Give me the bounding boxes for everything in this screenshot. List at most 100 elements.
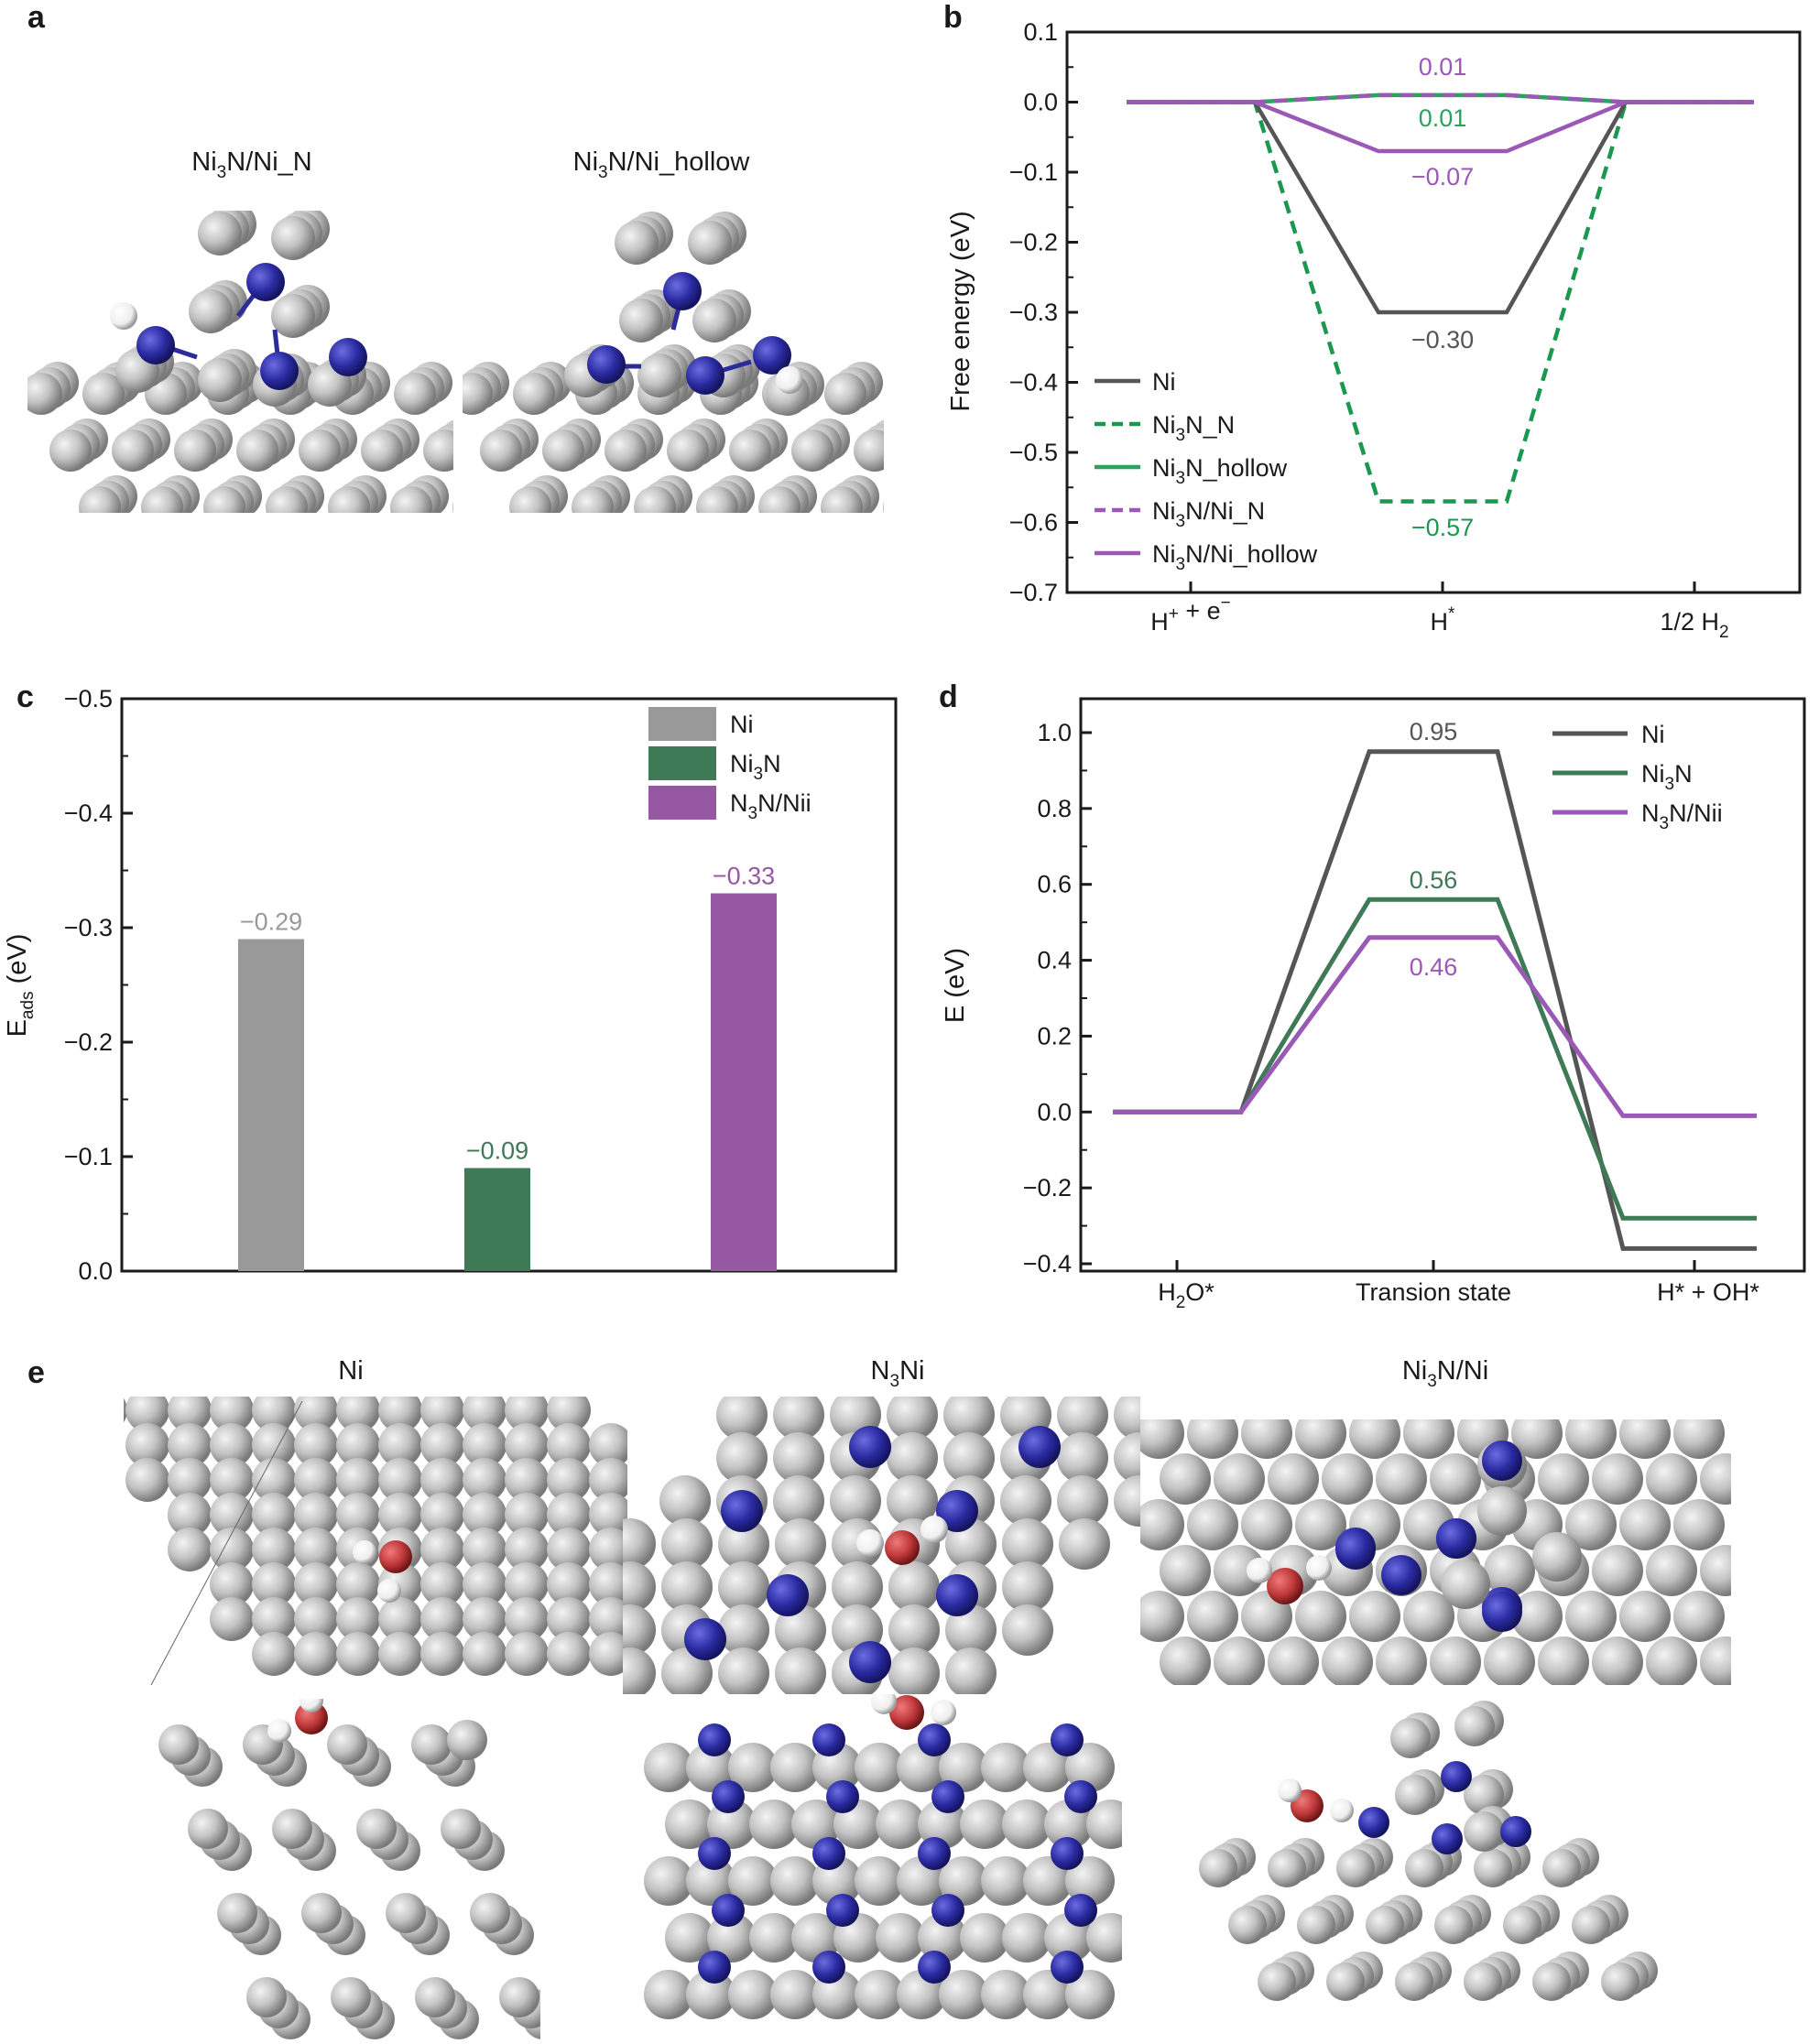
ni-atom [547,1493,591,1537]
ni-atom [791,1913,841,1962]
ni-atom [447,1720,487,1760]
ni-atom [513,373,555,415]
chart-c-legend-label: N3N/Nii [730,789,811,823]
ni-atom [168,1458,212,1502]
n-atom [1018,1426,1061,1468]
ni-atom [661,1561,713,1613]
n-atom [812,1951,845,1984]
water-dissociation-chart: 1.0 0.8 0.6 0.4 0.2 0.0 −0.2 −0.4 H2O* Transion … [941,697,1806,1312]
ni-atom [336,1562,380,1606]
ni-atom [943,1397,995,1441]
n-atom [1051,1951,1084,1984]
ni-top-view [124,1397,627,1685]
n-atom [812,1837,845,1870]
n-atom [812,1723,845,1756]
ni-atom [390,486,432,513]
ni-atom [619,299,663,342]
ni-atom [420,1632,464,1676]
ni-atom [1464,1775,1504,1815]
ni-atom [378,1632,422,1676]
panel-e-title-ni3n-ni: Ni3N/Ni [1402,1356,1488,1391]
ni-atom [960,1913,1009,1962]
n-atom [587,345,626,384]
ni-atom [378,1458,422,1502]
ni-atom [415,1977,455,2017]
ni-atom [210,1562,254,1606]
ni-atom [1326,1962,1365,2001]
chart-b-legend-label: Ni3N_hollow [1152,454,1288,488]
ni-atom [1477,1486,1527,1536]
chart-c-legend-swatch [648,707,716,741]
ni-atom [1057,1432,1108,1484]
ni-atom [336,1493,380,1537]
ni-atom [572,486,614,513]
ni-atom [547,1397,591,1432]
ni-atom [1673,1419,1725,1459]
chart-b-line-ni3n-ni-hollow [1127,100,1754,154]
n-atom [1051,1837,1084,1870]
chart-d-y-ticks: 1.0 0.8 0.6 0.4 0.2 0.0 −0.2 −0.4 [1023,719,1092,1278]
ni-atom [1059,1518,1110,1570]
n-atom [1432,1823,1463,1854]
h-atom [931,1700,956,1725]
ni-atom [505,1562,549,1606]
panel-e-label: e [27,1355,45,1390]
h-atom [110,302,137,330]
ni-atom [266,486,308,513]
free-energy-chart: 0.1 0.0 −0.1 −0.2 −0.3 −0.4 −0.5 −0.6 −0.7 H+ + … [946,18,1802,642]
ni-atom [1592,1453,1643,1505]
o-atom [885,1530,920,1565]
chart-c-bar-n3n-nii [711,893,777,1271]
ni-atom [1395,1775,1435,1815]
ni-atom [174,429,216,472]
ni-atom [1646,1453,1697,1505]
h-atom [920,1516,948,1543]
ni3n-ni-side-view [1199,1701,1658,2001]
chart-b-ytick-label: −0.5 [1009,439,1058,466]
ni-atom [1454,1706,1495,1746]
ni-atom [463,1597,506,1641]
n-atom [936,1574,978,1616]
n-atom [1482,1441,1522,1481]
ni-atom [547,1423,591,1467]
ni-atom [1214,1545,1265,1596]
ni-atom [1295,1499,1346,1550]
ni-atom [1511,1419,1563,1459]
ni-atom [301,1893,342,1933]
ni-atom [1390,1718,1431,1758]
ni-atom [1214,1453,1265,1505]
ni-atom [547,1562,591,1606]
ni-atom [1160,1636,1211,1685]
ni-atom [1065,1970,1115,2019]
chart-c-data-label: −0.09 [466,1137,528,1165]
chart-b-data-label: −0.07 [1411,163,1474,190]
chart-d-frame [1079,697,1806,1273]
ni-atom [271,294,315,338]
chart-d-ytick-label: −0.2 [1023,1174,1072,1201]
ni-atom [659,1475,711,1527]
adsorption-energy-bar-chart: −0.5−0.4−0.3−0.2−0.10.0 Eads (eV) −0.29−… [3,685,898,1285]
ni-atom [1002,1799,1051,1849]
ni-atom [692,299,736,342]
chart-b-ytick-label: −0.7 [1009,579,1058,606]
chart-c-bars: −0.29 −0.09 −0.33 [238,863,777,1271]
ni-atom [665,1799,714,1849]
n-atom [1482,1592,1522,1632]
ni-atom [480,429,522,472]
n-atom [1500,1816,1531,1847]
chart-d-ytick-label: −0.4 [1023,1250,1072,1278]
ni-atom [463,1397,506,1432]
ni-atom [718,1518,769,1570]
ni-atom [1297,1906,1335,1944]
ni-atom [1538,1453,1589,1505]
ni-atom [378,1397,422,1432]
n-atom [684,1618,726,1660]
chart-b-data-label: 0.01 [1419,104,1467,132]
n-atom [712,1780,745,1813]
ni-atom [299,429,341,472]
chart-c-legend: Ni Ni3N N3N/Nii [648,707,811,823]
ni-atom [378,1493,422,1537]
ni-atom [728,1743,778,1792]
n-atom [1051,1723,1084,1756]
n-atom [721,1490,763,1532]
